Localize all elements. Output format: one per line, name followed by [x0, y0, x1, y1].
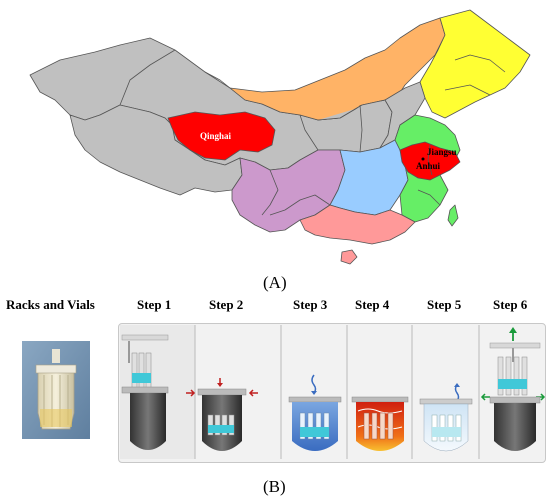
step-6-graphic	[480, 327, 546, 451]
region-central	[329, 139, 409, 216]
step-1-graphic	[121, 334, 169, 450]
china-map: Qinghai Jiangsu Anhui	[29, 9, 531, 265]
header-step-2: Step 2	[209, 297, 244, 312]
label-qinghai: Qinghai	[200, 131, 232, 141]
region-north	[229, 17, 446, 121]
step-5-graphic	[419, 383, 473, 452]
region-taiwan	[447, 204, 459, 227]
header-step-3: Step 3	[293, 297, 328, 312]
region-south	[299, 204, 416, 245]
label-jiangsu: Jiangsu	[427, 147, 457, 157]
region-north-central	[317, 81, 426, 149]
region-jiangsu-anhui	[399, 141, 461, 181]
step-2-graphic	[186, 378, 258, 451]
step-3-graphic	[288, 374, 342, 451]
step-4-graphic	[351, 396, 409, 451]
region-qinghai	[167, 111, 276, 161]
header-step-5: Step 5	[427, 297, 462, 312]
steps-illustration	[120, 325, 546, 459]
region-hainan	[340, 249, 358, 265]
header-racks-vials: Racks and Vials	[6, 297, 95, 312]
region-northeast	[419, 9, 531, 119]
header-step-1: Step 1	[137, 297, 172, 312]
label-anhui: Anhui	[416, 161, 441, 171]
panel-b-letter: (B)	[263, 477, 286, 496]
header-step-4: Step 4	[355, 297, 390, 312]
panel-a-letter: (A)	[263, 273, 287, 292]
racks-vials-photo	[22, 341, 90, 439]
header-step-6: Step 6	[493, 297, 528, 312]
